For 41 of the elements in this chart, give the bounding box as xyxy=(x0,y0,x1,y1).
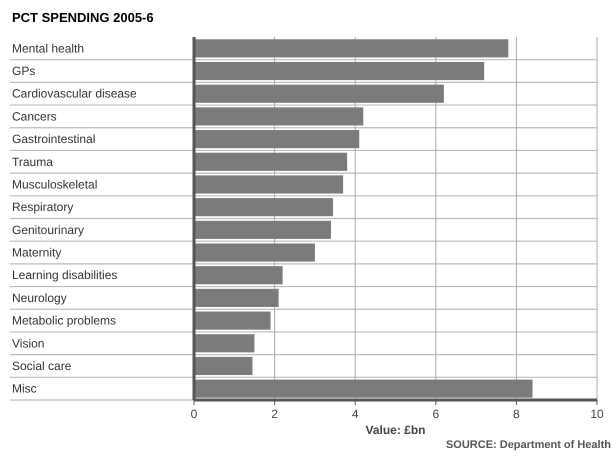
y-tick-label: Cardiovascular disease xyxy=(12,86,138,101)
bar xyxy=(194,356,252,376)
text: PCT SPENDING 2005-6 xyxy=(12,10,154,25)
bar xyxy=(194,62,484,80)
bar xyxy=(194,175,344,194)
bar xyxy=(194,266,283,284)
y-tick-label: GPs xyxy=(12,64,36,78)
x-axis-title: Value: £bn xyxy=(365,423,426,437)
y-tick-label: Respiratory xyxy=(12,200,74,214)
bar xyxy=(194,39,508,58)
y-tick-label: Trauma xyxy=(12,154,54,169)
bar xyxy=(194,288,279,307)
bar xyxy=(194,243,315,262)
source-note: SOURCE: Department of Health xyxy=(446,439,612,451)
y-tick-label: Misc xyxy=(12,382,37,396)
y-tick-label: Learning disabilities xyxy=(12,268,118,282)
bar xyxy=(194,220,332,239)
bar xyxy=(194,198,334,216)
x-tick-label: 10 xyxy=(590,407,604,421)
y-tick-label: Neurology xyxy=(12,290,67,305)
y-tick-label: Metabolic problems xyxy=(12,314,116,328)
x-tick-label: 6 xyxy=(432,407,440,421)
y-tick-label: Maternity xyxy=(12,246,62,260)
x-tick-label: 0 xyxy=(190,407,198,421)
bar xyxy=(194,107,364,126)
bar xyxy=(194,380,533,398)
y-tick-label: Gastrointestinal xyxy=(12,132,96,146)
y-tick-label: Musculoskeletal xyxy=(12,177,98,192)
x-tick-label: 8 xyxy=(513,407,520,421)
y-tick-label: Mental health xyxy=(12,41,84,56)
y-tick-label: Genitourinary xyxy=(12,222,84,237)
x-tick-label: 4 xyxy=(352,407,359,421)
y-tick-label: Social care xyxy=(12,358,72,373)
bar xyxy=(194,84,444,103)
bar xyxy=(194,312,271,330)
bar xyxy=(194,334,254,352)
y-tick-label: Vision xyxy=(12,336,44,350)
y-tick-label: Cancers xyxy=(12,109,57,124)
x-tick-label: 2 xyxy=(271,407,278,421)
bar xyxy=(194,130,360,148)
bar xyxy=(194,152,348,171)
